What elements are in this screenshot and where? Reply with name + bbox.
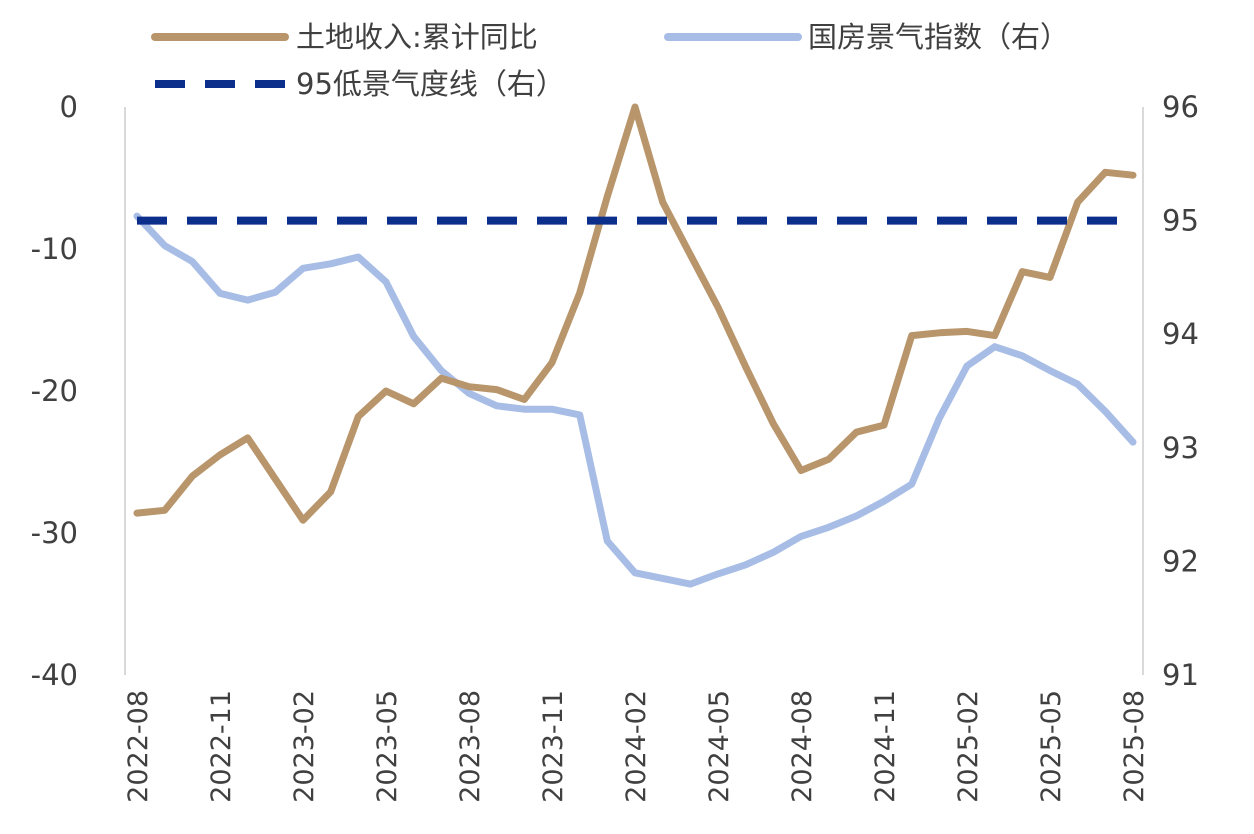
series-layer	[133, 103, 1137, 588]
legend-label-land-revenue: 土地收入:累计同比	[296, 20, 538, 54]
x-tick-label-12: 2025-08	[1119, 690, 1150, 803]
x-tick-label-11: 2025-05	[1036, 690, 1067, 803]
x-tick-label-1: 2022-11	[206, 690, 237, 803]
right-tick-label-0: 96	[1162, 90, 1199, 124]
left-axis-ticks: 0 -10 -20 -30 -40	[31, 90, 78, 692]
left-tick-label-3: -30	[31, 516, 78, 550]
x-tick-label-5: 2023-11	[538, 690, 569, 803]
right-tick-label-1: 95	[1162, 204, 1199, 238]
legend: 土地收入:累计同比 国房景气指数（右） 95低景气度线（右）	[151, 20, 1069, 101]
x-tick-label-0: 2022-08	[123, 690, 154, 803]
right-tick-label-5: 91	[1162, 658, 1199, 692]
right-tick-label-4: 92	[1162, 544, 1199, 578]
x-tick-label-3: 2023-05	[372, 690, 403, 803]
left-tick-label-4: -40	[31, 658, 78, 692]
series-line-land-revenue	[133, 103, 1137, 524]
right-tick-label-2: 94	[1162, 317, 1199, 351]
legend-label-95-threshold: 95低景气度线（右）	[296, 67, 565, 101]
x-tick-label-10: 2025-02	[953, 690, 984, 803]
x-tick-label-4: 2023-08	[455, 690, 486, 803]
x-tick-label-7: 2024-05	[704, 690, 735, 803]
legend-label-housing-index: 国房景气指数（右）	[808, 20, 1069, 54]
x-tick-label-6: 2024-02	[621, 690, 652, 803]
left-tick-label-0: 0	[60, 90, 78, 124]
x-tick-label-8: 2024-08	[787, 690, 818, 803]
x-tick-label-2: 2023-02	[289, 690, 320, 803]
left-tick-label-2: -20	[31, 374, 78, 408]
x-tick-label-9: 2024-11	[870, 690, 901, 803]
right-axis-ticks: 96 95 94 93 92 91	[1162, 90, 1199, 692]
series-line-housing-index	[133, 212, 1137, 588]
x-axis-ticks: 2022-08 2022-11 2023-02 2023-05 2023-08 2023-…	[123, 690, 1150, 803]
right-tick-label-3: 93	[1162, 431, 1199, 465]
left-tick-label-1: -10	[31, 232, 78, 266]
